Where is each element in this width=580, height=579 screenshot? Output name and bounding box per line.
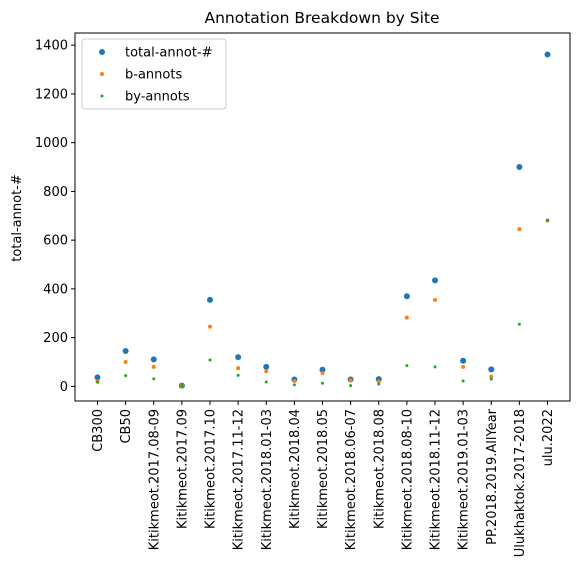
y-tick-label: 1200: [35, 87, 68, 102]
data-point: [207, 296, 213, 303]
data-point: [405, 364, 409, 368]
data-point: [264, 369, 269, 374]
data-point: [123, 360, 128, 365]
data-point: [321, 381, 324, 385]
x-tick-label: CB300: [91, 409, 106, 452]
x-tick-label: Kitikmeot.2018.01-03: [260, 409, 275, 550]
data-point: [461, 379, 465, 383]
data-point: [122, 348, 129, 355]
data-point: [320, 370, 325, 375]
data-point: [432, 277, 438, 284]
x-axis-ticks: CB300 CB50 Kitikmeot.2017.08-09 Kitikmeot.2…: [91, 401, 556, 557]
data-point: [319, 366, 326, 373]
data-point: [208, 358, 212, 362]
legend-marker: [99, 49, 105, 55]
legend: total-annot-# b-annots by-annots: [81, 38, 227, 110]
y-tick-label: 600: [43, 234, 68, 249]
data-point: [263, 363, 270, 370]
y-tick-label: 200: [43, 331, 68, 346]
x-tick-label: PP.2018.2019.AllYear: [485, 408, 500, 545]
x-tick-label: Kitikmeot.2018.04: [288, 409, 303, 529]
data-point: [433, 365, 437, 369]
x-tick-label: Kitikmeot.2018.06-07: [344, 409, 359, 550]
y-tick-label: 800: [43, 185, 68, 200]
x-tick-label: CB50: [119, 409, 134, 444]
x-tick-label: Kitikmeot.2018.11-12: [429, 409, 444, 550]
x-tick-label: Kitikmeot.2018.05: [316, 409, 331, 529]
data-point: [235, 354, 242, 361]
x-tick-label: Kitikmeot.2017.08-09: [147, 409, 162, 550]
data-point: [208, 324, 212, 329]
x-tick-label: Kitikmeot.2019.01-03: [457, 409, 472, 550]
data-point: [460, 357, 467, 364]
data-point: [236, 366, 241, 371]
data-point: [488, 366, 495, 373]
data-point: [96, 380, 99, 384]
y-tick-label: 1400: [35, 39, 68, 54]
chart-title: Annotation Breakdown by Site: [204, 9, 439, 27]
data-point: [403, 293, 410, 300]
legend-box: [81, 38, 227, 110]
data-point: [94, 374, 101, 381]
data-point: [236, 373, 240, 377]
y-axis-label: total-annot-#: [10, 174, 25, 262]
data-point: [264, 380, 268, 384]
data-point: [489, 377, 493, 381]
data-point: [376, 379, 381, 384]
data-point: [150, 356, 157, 363]
plot-area-frame: [74, 32, 571, 402]
data-point: [517, 227, 522, 232]
y-tick-label: 0: [60, 380, 68, 395]
data-point: [489, 374, 494, 379]
data-point: [404, 315, 409, 320]
legend-label: total-annot-#: [125, 46, 213, 61]
x-tick-label: Kitikmeot.2018.08: [372, 409, 387, 529]
x-tick-label: Kitikmeot.2017.11-12: [232, 409, 247, 550]
x-tick-label: Kitikmeot.2017.09: [175, 409, 190, 529]
data-point: [292, 383, 296, 387]
data-point: [348, 378, 353, 383]
y-tick-label: 400: [43, 282, 68, 297]
data-points: [94, 51, 551, 389]
data-point: [151, 364, 156, 369]
data-point: [544, 51, 551, 58]
x-tick-label: Kitikmeot.2017.10: [204, 409, 219, 529]
y-tick-label: 1000: [35, 136, 68, 151]
data-point: [517, 322, 521, 326]
data-point: [180, 384, 184, 388]
legend-marker: [100, 72, 104, 76]
data-point: [461, 364, 466, 369]
x-tick-label: Ulukhaktok.2017-2018: [513, 409, 528, 557]
data-point: [124, 374, 128, 378]
legend-label: b-annots: [125, 68, 182, 83]
data-point: [433, 297, 437, 302]
y-axis-ticks: 0 200 400 600 800 1000 1200 1400: [35, 39, 75, 395]
data-point: [152, 377, 156, 381]
data-point: [516, 164, 523, 171]
data-point: [546, 218, 549, 222]
data-point: [292, 379, 297, 384]
x-tick-label: ulu.2022: [541, 409, 556, 466]
legend-label: by-annots: [125, 90, 190, 105]
data-point: [377, 382, 381, 386]
data-point: [349, 384, 353, 388]
legend-marker: [100, 94, 104, 98]
x-tick-label: Kitikmeot.2018.08-10: [400, 409, 415, 550]
